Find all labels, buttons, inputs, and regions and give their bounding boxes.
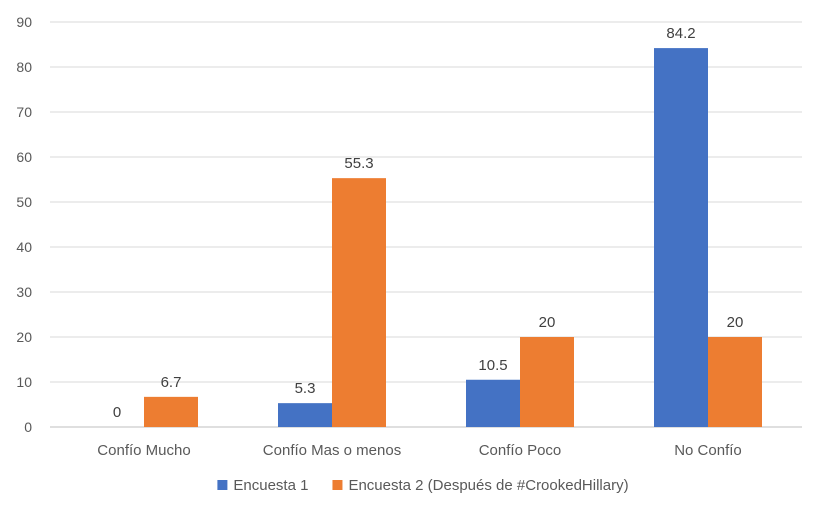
bar-series2-2 bbox=[332, 178, 386, 427]
bar-series2-3 bbox=[520, 337, 574, 427]
legend-swatch bbox=[217, 480, 228, 490]
y-tick-label: 30 bbox=[16, 284, 32, 300]
legend-label: Encuesta 1 bbox=[233, 477, 308, 494]
x-axis-categories: Confío Mucho Confío Mas o menos Confío Poc… bbox=[97, 442, 741, 459]
y-tick-label: 50 bbox=[16, 194, 32, 210]
bar-series1-3 bbox=[466, 379, 520, 427]
data-labels: 0 6.7 5.3 55.3 10.5 20 84.2 20 bbox=[113, 25, 744, 421]
y-axis-ticks: 0 10 20 30 40 50 60 70 80 90 bbox=[16, 14, 32, 435]
bar-series1-4 bbox=[654, 48, 708, 427]
y-tick-label: 10 bbox=[16, 374, 32, 390]
y-tick-label: 40 bbox=[16, 239, 32, 255]
bars bbox=[144, 48, 762, 427]
bar-series1-2 bbox=[278, 403, 332, 427]
category-label: Confío Mas o menos bbox=[263, 442, 401, 459]
y-tick-label: 70 bbox=[16, 104, 32, 120]
data-label: 84.2 bbox=[666, 25, 695, 42]
category-label: Confío Mucho bbox=[97, 442, 190, 459]
y-tick-label: 0 bbox=[24, 419, 32, 435]
bar-series2-4 bbox=[708, 337, 762, 427]
y-tick-label: 80 bbox=[16, 59, 32, 75]
legend-item-series2: Encuesta 2 (Después de #CrookedHillary) bbox=[332, 477, 629, 494]
legend-swatch bbox=[332, 480, 343, 490]
data-label: 0 bbox=[113, 404, 121, 421]
data-label: 55.3 bbox=[344, 155, 373, 172]
y-tick-label: 60 bbox=[16, 149, 32, 165]
data-label: 20 bbox=[539, 314, 556, 331]
gridlines bbox=[50, 21, 802, 428]
data-label: 5.3 bbox=[295, 380, 316, 397]
data-label: 10.5 bbox=[478, 357, 507, 374]
y-tick-label: 20 bbox=[16, 329, 32, 345]
legend-label: Encuesta 2 (Después de #CrookedHillary) bbox=[348, 477, 628, 494]
y-tick-label: 90 bbox=[16, 14, 32, 30]
category-label: No Confío bbox=[674, 442, 742, 459]
data-label: 6.7 bbox=[161, 374, 182, 391]
legend-item-series1: Encuesta 1 bbox=[217, 477, 308, 494]
legend: Encuesta 1 Encuesta 2 (Después de #Crooke… bbox=[217, 477, 629, 494]
data-label: 20 bbox=[727, 314, 744, 331]
bar-series2-1 bbox=[144, 396, 198, 427]
category-label: Confío Poco bbox=[479, 442, 562, 459]
